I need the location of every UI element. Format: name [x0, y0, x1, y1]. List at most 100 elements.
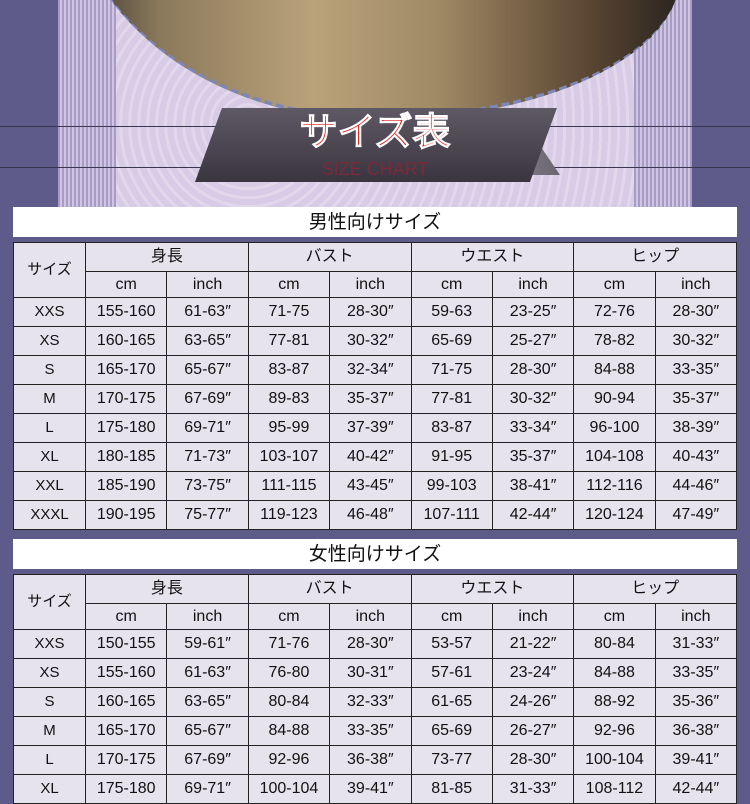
women-size-table: サイズ 身長 バスト ウエスト ヒップ cm inch cm inch cm inch cm inch X… [13, 574, 738, 804]
men-section-title: 男性向けサイズ [13, 207, 737, 237]
table-row: XXS 150-155 59-61″ 71-76 28-30″ 53-57 21-22″ 80… [13, 629, 738, 659]
size-tables: 男性向けサイズ サイズ 身長 バスト ウエスト ヒップ cm inch cm inch cm inc… [13, 207, 738, 804]
measurement-cell: 155-160 [84, 658, 168, 688]
measurement-cell: 99-103 [410, 471, 493, 501]
measurement-cell: 30-31″ [329, 658, 412, 688]
unit-header: inch [166, 603, 249, 630]
unit-header: cm [573, 271, 656, 298]
measurement-cell: 111-115 [247, 471, 331, 501]
size-cell: XS [13, 658, 86, 688]
measurement-cell: 67-69″ [166, 384, 249, 414]
measurement-cell: 35-37″ [491, 442, 575, 472]
unit-row: cm inch cm inch cm inch cm inch [14, 603, 738, 630]
measurement-cell: 175-180 [84, 774, 168, 804]
measurement-cell: 65-69 [410, 326, 493, 356]
unit-header: cm [410, 271, 493, 298]
measurement-cell: 75-77″ [166, 500, 249, 530]
measurement-cell: 180-185 [84, 442, 168, 472]
measurement-cell: 190-195 [84, 500, 168, 530]
unit-header: cm [247, 603, 331, 630]
measurement-cell: 42-44″ [491, 500, 575, 530]
measurement-cell: 21-22″ [491, 629, 575, 659]
size-cell: XXS [13, 297, 86, 327]
size-cell: L [13, 413, 86, 443]
measurement-cell: 185-190 [84, 471, 168, 501]
measurement-cell: 61-63″ [166, 658, 249, 688]
measurement-cell: 36-38″ [654, 716, 738, 746]
measurement-cell: 65-67″ [166, 355, 249, 385]
group-header: バスト [247, 242, 412, 272]
men-size-table: サイズ 身長 バスト ウエスト ヒップ cm inch cm inch cm inch cm inch X… [13, 242, 738, 530]
table-row: XXS 155-160 61-63″ 71-75 28-30″ 59-63 23-25″ 72… [13, 297, 738, 327]
size-cell: S [13, 355, 86, 385]
measurement-cell: 175-180 [84, 413, 168, 443]
measurement-cell: 71-76 [247, 629, 331, 659]
measurement-cell: 63-65″ [166, 687, 249, 717]
unit-header: cm [247, 271, 331, 298]
measurement-cell: 69-71″ [166, 413, 249, 443]
group-header: バスト [247, 574, 412, 604]
measurement-cell: 38-39″ [654, 413, 738, 443]
measurement-cell: 96-100 [573, 413, 656, 443]
measurement-cell: 30-32″ [329, 326, 412, 356]
group-header: ヒップ [573, 242, 737, 272]
size-cell: L [13, 745, 86, 775]
group-header: ウエスト [410, 242, 575, 272]
measurement-cell: 83-87 [410, 413, 493, 443]
measurement-cell: 73-75″ [166, 471, 249, 501]
unit-header: inch [654, 603, 738, 630]
measurement-cell: 120-124 [573, 500, 656, 530]
group-header: 身長 [85, 242, 249, 272]
measurement-cell: 89-83 [247, 384, 331, 414]
measurement-cell: 78-82 [573, 326, 656, 356]
measurement-cell: 35-37″ [329, 384, 412, 414]
measurement-cell: 67-69″ [166, 745, 249, 775]
size-cell: XXL [13, 471, 86, 501]
decorative-stripes [58, 0, 116, 207]
banner-subtitle: SIZE CHART [321, 159, 429, 179]
measurement-cell: 33-35″ [329, 716, 412, 746]
measurement-cell: 33-34″ [491, 413, 575, 443]
measurement-cell: 84-88 [573, 355, 656, 385]
measurement-cell: 24-26″ [491, 687, 575, 717]
size-cell: XS [13, 326, 86, 356]
measurement-cell: 90-94 [573, 384, 656, 414]
table-row: XXXL 190-195 75-77″ 119-123 46-48″ 107-111 42-… [13, 500, 738, 530]
measurement-cell: 83-87 [247, 355, 331, 385]
measurement-cell: 39-41″ [329, 774, 412, 804]
unit-header: inch [654, 271, 738, 298]
measurement-cell: 35-36″ [654, 687, 738, 717]
table-row: XL 180-185 71-73″ 103-107 40-42″ 91-95 35-37″ 1… [13, 442, 738, 472]
measurement-cell: 30-32″ [654, 326, 738, 356]
measurement-cell: 28-30″ [654, 297, 738, 327]
measurement-cell: 71-73″ [166, 442, 249, 472]
unit-header: cm [84, 603, 168, 630]
measurement-cell: 23-24″ [491, 658, 575, 688]
size-cell: XXS [13, 629, 86, 659]
measurement-cell: 71-75 [410, 355, 493, 385]
size-cell: XL [13, 442, 86, 472]
measurement-cell: 44-46″ [654, 471, 738, 501]
measurement-cell: 71-75 [247, 297, 331, 327]
spacer [13, 530, 737, 539]
banner-title: サイズ表 [299, 110, 451, 155]
table-row: M 170-175 67-69″ 89-83 35-37″ 77-81 30-32″ 90-9… [13, 384, 738, 414]
measurement-cell: 160-165 [84, 326, 168, 356]
unit-row: cm inch cm inch cm inch cm inch [14, 271, 738, 298]
measurement-cell: 170-175 [84, 384, 168, 414]
measurement-cell: 57-61 [410, 658, 493, 688]
table-row: XS 160-165 63-65″ 77-81 30-32″ 65-69 25-27″ 78-… [13, 326, 738, 356]
table-row: XXL 185-190 73-75″ 111-115 43-45″ 99-103 38-41… [13, 471, 738, 501]
measurement-cell: 84-88 [573, 658, 656, 688]
measurement-cell: 76-80 [247, 658, 331, 688]
unit-header: inch [166, 271, 249, 298]
table-row: L 175-180 69-71″ 95-99 37-39″ 83-87 33-34″ 96-1… [13, 413, 738, 443]
table-row: S 165-170 65-67″ 83-87 32-34″ 71-75 28-30″ 84-8… [13, 355, 738, 385]
measurement-cell: 92-96 [573, 716, 656, 746]
measurement-cell: 72-76 [573, 297, 656, 327]
measurement-cell: 119-123 [247, 500, 331, 530]
measurement-cell: 65-69 [410, 716, 493, 746]
measurement-cell: 108-112 [573, 774, 656, 804]
size-header: サイズ [13, 242, 86, 298]
measurement-cell: 28-30″ [329, 297, 412, 327]
